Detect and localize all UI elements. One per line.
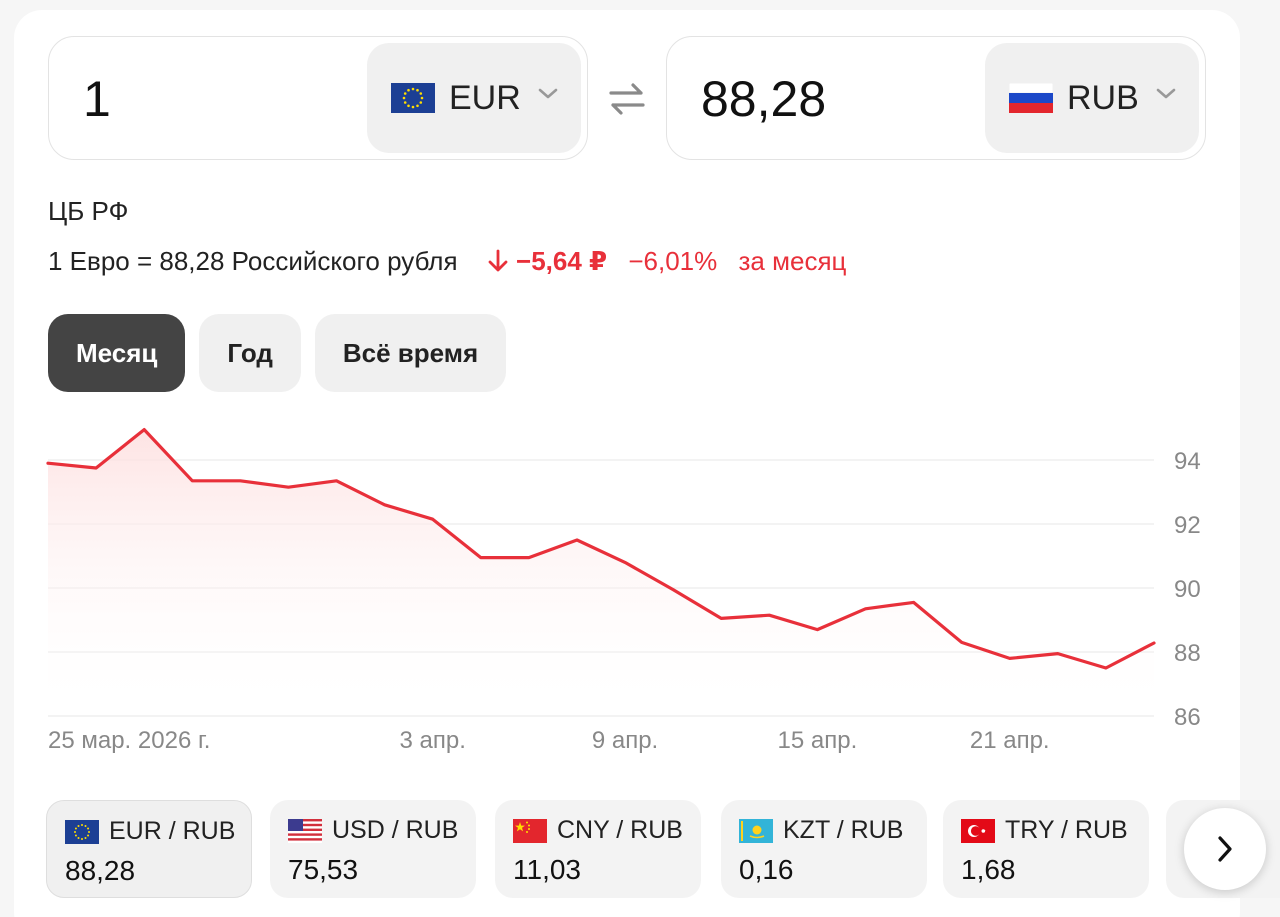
y-tick-label: 92 (1174, 512, 1201, 539)
to-converter-box: RUB (666, 36, 1206, 161)
x-tick-label: 21 апр. (970, 727, 1050, 754)
currency-pairs-row: EUR / RUB 88,28 USD / RUB 75,53 (46, 800, 1280, 898)
swap-currencies-button[interactable] (604, 76, 650, 122)
pair-label: USD / RUB (332, 816, 459, 844)
us-flag-icon (288, 818, 322, 843)
eu-flag-icon (65, 819, 99, 844)
pair-value: 1,68 (961, 854, 1016, 885)
y-tick-label: 86 (1174, 704, 1201, 731)
pair-card-cny-rub[interactable]: CNY / RUB 11,03 (495, 800, 701, 898)
from-amount-input[interactable] (83, 37, 373, 161)
from-converter-box: EUR (48, 36, 588, 161)
swap-arrows-icon (609, 83, 645, 115)
chart-area-fill (48, 429, 1154, 716)
tab-all-time[interactable]: Всё время (314, 314, 507, 392)
to-currency-select[interactable]: RUB (985, 43, 1199, 153)
pair-label: EUR / RUB (109, 817, 236, 845)
rate-chart: 94 92 90 88 86 25 мар. 2026 г. 3 апр. 9 апр. 15… (46, 428, 1201, 754)
x-tick-label: 3 апр. (400, 727, 466, 754)
y-tick-label: 90 (1174, 576, 1201, 603)
tab-year[interactable]: Год (199, 314, 301, 392)
tab-month[interactable]: Месяц (48, 314, 186, 392)
pair-label: TRY / RUB (1005, 816, 1128, 844)
rate-source: ЦБ РФ (48, 196, 129, 226)
chevron-down-icon (538, 88, 558, 99)
rate-change-abs: −5,64 ₽ (516, 246, 608, 276)
rate-change-period: за месяц (738, 246, 847, 276)
x-tick-label: 15 апр. (778, 727, 858, 754)
chart-series-line (46, 428, 1156, 670)
kz-flag-icon (739, 818, 773, 843)
to-amount-input[interactable] (701, 37, 991, 161)
eu-flag-icon (391, 83, 435, 113)
rate-text: 1 Евро = 88,28 Российского рубля (48, 246, 458, 276)
pair-value: 0,16 (739, 854, 794, 885)
tr-flag-icon (961, 818, 995, 843)
converter-card (14, 10, 1240, 917)
chevron-right-icon (1218, 836, 1232, 862)
rate-change-pct: −6,01% (628, 246, 718, 276)
pair-label: CNY / RUB (557, 816, 683, 844)
chevron-down-icon (1156, 88, 1176, 99)
from-currency-select[interactable]: EUR (367, 43, 581, 153)
pair-card-usd-rub[interactable]: USD / RUB 75,53 (270, 800, 476, 898)
pair-value: 75,53 (288, 854, 359, 885)
pair-value: 11,03 (513, 854, 581, 885)
from-currency-code: EUR (449, 78, 521, 117)
y-tick-label: 94 (1174, 448, 1201, 475)
ru-flag-icon (1008, 82, 1054, 113)
rate-summary: 1 Евро = 88,28 Российского рубля −5,64 ₽… (48, 246, 846, 277)
x-tick-label: 25 мар. 2026 г. (48, 727, 210, 754)
y-tick-label: 88 (1174, 640, 1201, 667)
pair-label: KZT / RUB (783, 816, 904, 844)
pair-card-kzt-rub[interactable]: KZT / RUB 0,16 (721, 800, 927, 898)
next-pairs-button[interactable] (1184, 808, 1266, 890)
pair-value: 88,28 (65, 855, 136, 886)
pair-card-try-rub[interactable]: TRY / RUB 1,68 (943, 800, 1149, 898)
arrow-down-icon (488, 249, 508, 272)
period-tabs: Месяц Год Всё время (48, 314, 507, 392)
cn-flag-icon (513, 818, 547, 843)
to-currency-code: RUB (1067, 78, 1139, 117)
pair-card-eur-rub[interactable]: EUR / RUB 88,28 (46, 800, 252, 898)
x-tick-label: 9 апр. (592, 727, 658, 754)
